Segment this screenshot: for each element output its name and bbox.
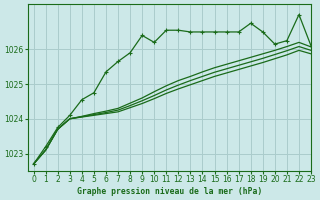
X-axis label: Graphe pression niveau de la mer (hPa): Graphe pression niveau de la mer (hPa)	[77, 187, 262, 196]
